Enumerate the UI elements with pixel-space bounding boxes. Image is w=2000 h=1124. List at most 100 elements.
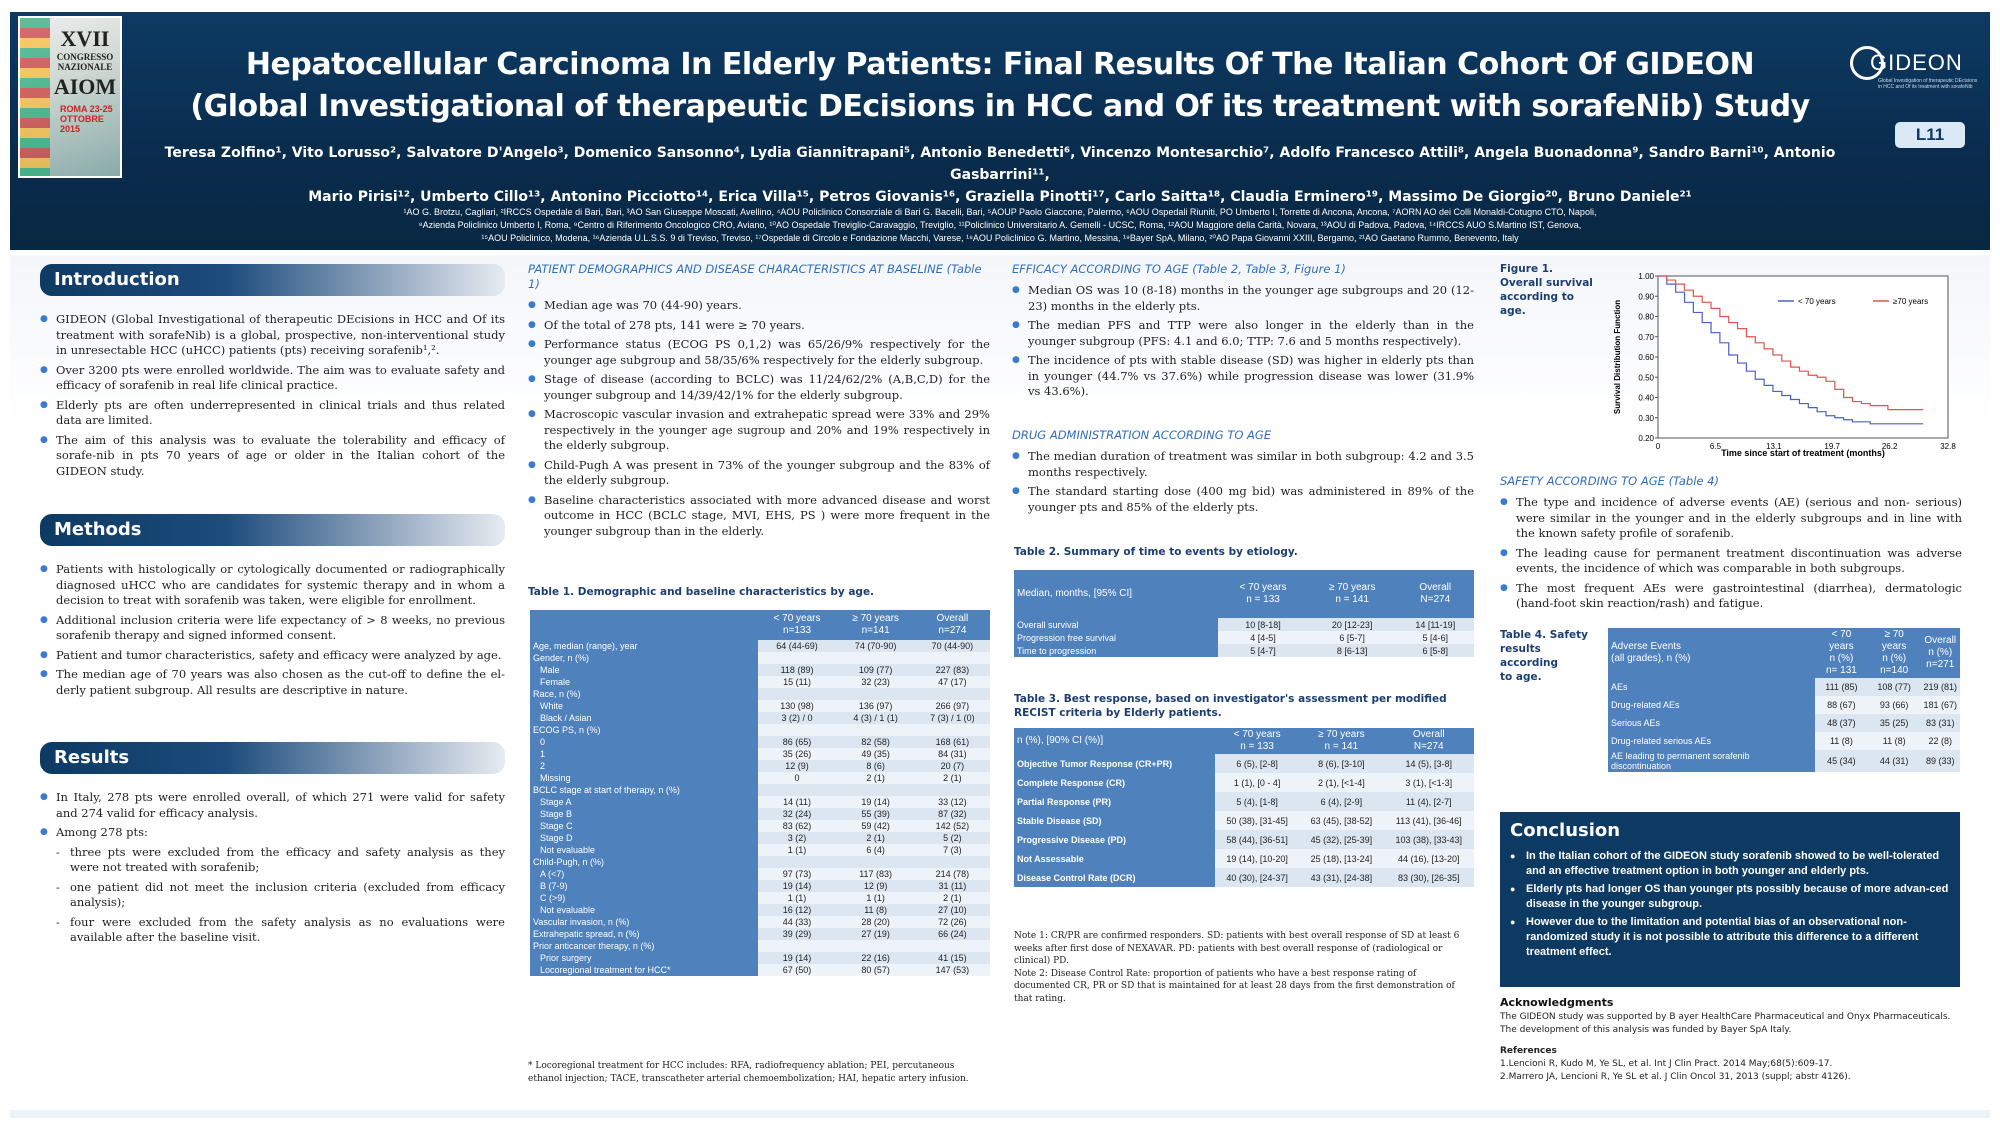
table1-cell: 87 (32) bbox=[914, 808, 990, 820]
table1-cell: 2 (1) bbox=[836, 832, 915, 844]
table2-header-cell: Overall N=274 bbox=[1396, 570, 1474, 618]
demographics-bullet: Baseline characteristics associated with… bbox=[528, 493, 990, 540]
table1-header-cell: ≥ 70 years n=141 bbox=[836, 610, 915, 640]
table1-row-label: 1 bbox=[530, 748, 758, 760]
table1-cell: 1 (1) bbox=[836, 892, 915, 904]
table1-row: Not evaluable 1 (1) 6 (4) 7 (3) bbox=[530, 844, 990, 856]
demographics-bullet: Median age was 70 (44-90) years. bbox=[528, 298, 990, 314]
safety-heading: SAFETY ACCORDING TO AGE (Table 4) bbox=[1500, 474, 1719, 488]
efficacy-bullet: The median PFS and TTP were also longer … bbox=[1012, 318, 1474, 349]
reference-item: 2.Marrero JA, Lencioni R, Ye SL et al. J… bbox=[1500, 1072, 1851, 1082]
table1-cell: 15 (11) bbox=[757, 676, 837, 688]
table1-row: Female 15 (11) 32 (23) 47 (17) bbox=[530, 676, 990, 688]
table1-cell bbox=[914, 940, 990, 952]
gideon-logo-circle-icon bbox=[1850, 46, 1884, 80]
efficacy-bullet: Median OS was 10 (8-18) months in the yo… bbox=[1012, 283, 1474, 314]
methods-bullet: Patients with histologically or cytologi… bbox=[40, 562, 505, 609]
drug-admin-section: DRUG ADMINISTRATION ACCORDING TO AGE The… bbox=[1012, 428, 1474, 519]
table1-row-label: Not evaluable bbox=[530, 844, 758, 856]
table1-cell: 97 (73) bbox=[757, 868, 837, 880]
table1-cell: 2 (1) bbox=[914, 772, 990, 784]
affiliations-line-3: ¹⁵AOU Policlinico, Modena, ¹⁶Azienda U.L… bbox=[481, 233, 1519, 243]
introduction-list: GIDEON (Global Investigational of therap… bbox=[40, 312, 505, 479]
table1-row-label: White bbox=[530, 700, 758, 712]
table3-cell: 6 (5), [2-8] bbox=[1214, 754, 1300, 773]
conclusion-bullet: Elderly pts had longer OS than younger p… bbox=[1510, 882, 1950, 912]
table4-cell: 22 (8) bbox=[1920, 732, 1960, 750]
table1-cell: 31 (11) bbox=[914, 880, 990, 892]
table1-cell: 227 (83) bbox=[914, 664, 990, 676]
table3-cell: 3 (1), [<1-3] bbox=[1383, 773, 1474, 792]
table1-cell: 3 (2) / 0 bbox=[757, 712, 837, 724]
table1-row-label: A (<7) bbox=[530, 868, 758, 880]
table1-cell: 214 (78) bbox=[914, 868, 990, 880]
table3-note-1: Note 1: CR/PR are confirmed responders. … bbox=[1014, 931, 1460, 966]
table2-row-label: Time to progression bbox=[1014, 644, 1219, 657]
table1-cell: 49 (35) bbox=[836, 748, 915, 760]
demographics-bullet: Macroscopic vascular invasion and extrah… bbox=[528, 407, 990, 454]
table1-row-label: Male bbox=[530, 664, 758, 676]
table1-cell: 47 (17) bbox=[914, 676, 990, 688]
chart-series-line-1 bbox=[1658, 275, 1924, 411]
table1-cell: 19 (14) bbox=[757, 880, 837, 892]
methods-body: Patients with histologically or cytologi… bbox=[40, 562, 505, 702]
table3-row: Objective Tumor Response (CR+PR) 6 (5), [… bbox=[1014, 754, 1474, 773]
table1-row: Not evaluable 16 (12) 11 (8) 27 (10) bbox=[530, 904, 990, 916]
efficacy-list: Median OS was 10 (8-18) months in the yo… bbox=[1012, 283, 1474, 400]
table3-cell: 45 (32), [25-39] bbox=[1299, 830, 1384, 849]
bottom-strip bbox=[10, 1110, 1990, 1118]
demographics-heading: PATIENT DEMOGRAPHICS AND DISEASE CHARACT… bbox=[528, 262, 982, 291]
table1-header-cell: < 70 years n=133 bbox=[757, 610, 837, 640]
table3-cell: 5 (4), [1-8] bbox=[1214, 792, 1300, 811]
table1-cell bbox=[757, 652, 837, 664]
conclusion-bullet: In the Italian cohort of the GIDEON stud… bbox=[1510, 849, 1950, 879]
safety-list: The type and incidence of adverse events… bbox=[1500, 495, 1962, 612]
congress-org: AIOM bbox=[53, 74, 117, 99]
drug-admin-list: The median duration of treatment was sim… bbox=[1012, 449, 1474, 515]
table4-cell: 181 (67) bbox=[1920, 696, 1960, 714]
table1-row: Missing 0 2 (1) 2 (1) bbox=[530, 772, 990, 784]
chart-x-axis-label: Time since start of treatment (months) bbox=[1721, 448, 1885, 458]
table3-header-cell: ≥ 70 years n = 141 bbox=[1299, 728, 1384, 754]
table1-row: B (7-9) 19 (14) 12 (9) 31 (11) bbox=[530, 880, 990, 892]
table1-row: 2 12 (9) 8 (6) 20 (7) bbox=[530, 760, 990, 772]
safety-bullet: The type and incidence of adverse events… bbox=[1500, 495, 1962, 542]
conclusion-heading: Conclusion bbox=[1510, 820, 1621, 841]
demographics-bullet: Stage of disease (according to BCLC) was… bbox=[528, 372, 990, 403]
table1-cell: 86 (65) bbox=[757, 736, 837, 748]
acknowledgments-line: The GIDEON study was supported by B ayer… bbox=[1500, 1012, 1951, 1022]
table2-header-cell: Median, months, [95% CI] bbox=[1014, 570, 1219, 618]
table4-row: AEs 111 (85) 108 (77) 219 (81) bbox=[1608, 678, 1960, 696]
title-line-2: (Global Investigational of therapeutic D… bbox=[190, 89, 1810, 124]
table1-row: A (<7) 97 (73) 117 (83) 214 (78) bbox=[530, 868, 990, 880]
results-dash-item: four were excluded from the safety analy… bbox=[40, 915, 505, 946]
table1-cell bbox=[914, 784, 990, 796]
chart-plot-area bbox=[1657, 275, 1949, 439]
reference-item: 1.Lencioni R, Kudo M, Ye SL, et al. Int … bbox=[1500, 1059, 1833, 1069]
table3-header-cell: Overall N=274 bbox=[1383, 728, 1474, 754]
results-dash-item: one patient did not meet the inclusion c… bbox=[40, 880, 505, 911]
methods-bullet: Additional inclusion criteria were life … bbox=[40, 613, 505, 644]
conclusion-list: In the Italian cohort of the GIDEON stud… bbox=[1510, 849, 1950, 960]
table1-row-label: Child-Pugh, n (%) bbox=[530, 856, 758, 868]
table1-footnote: * Locoregional treatment for HCC include… bbox=[528, 1061, 969, 1084]
methods-list: Patients with histologically or cytologi… bbox=[40, 562, 505, 698]
table1-cell bbox=[914, 688, 990, 700]
table1-cell: 2 (1) bbox=[914, 892, 990, 904]
table1-cell: 82 (58) bbox=[836, 736, 915, 748]
table1-cell: 147 (53) bbox=[914, 964, 990, 976]
chart-legend-label: < 70 years bbox=[1798, 297, 1836, 306]
methods-heading: Methods bbox=[40, 514, 505, 546]
table1-row: Gender, n (%) bbox=[530, 652, 990, 664]
table3-header-cell: < 70 years n = 133 bbox=[1214, 728, 1300, 754]
table1-cell: 130 (98) bbox=[757, 700, 837, 712]
table1-cell bbox=[836, 724, 915, 736]
safety-section: SAFETY ACCORDING TO AGE (Table 4) The ty… bbox=[1500, 474, 1962, 616]
table3-cell: 40 (30), [24-37] bbox=[1214, 868, 1300, 887]
table1-cell bbox=[836, 688, 915, 700]
figure1-title: Overall survival according to age. bbox=[1500, 277, 1593, 317]
table2-cell: 6 [5-8] bbox=[1396, 644, 1474, 657]
table1-row-label: 0 bbox=[530, 736, 758, 748]
table1-row-label: Stage B bbox=[530, 808, 758, 820]
chart-x-tick-label: 6.5 bbox=[1710, 442, 1722, 451]
